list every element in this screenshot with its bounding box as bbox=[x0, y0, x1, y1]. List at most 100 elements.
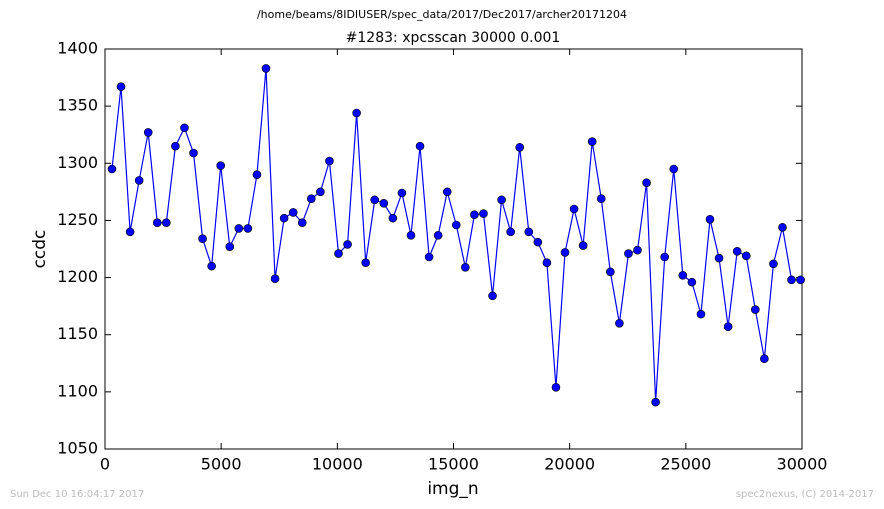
data-point bbox=[370, 195, 380, 205]
data-point bbox=[787, 275, 796, 285]
x-tick-label: 10000 bbox=[312, 455, 363, 474]
y-tick-label: 1050 bbox=[57, 439, 98, 458]
data-point bbox=[778, 222, 787, 232]
data-point bbox=[461, 262, 470, 272]
data-point bbox=[198, 234, 207, 244]
x-tick-label: 30000 bbox=[777, 455, 828, 474]
data-point bbox=[596, 194, 606, 204]
data-point bbox=[288, 208, 298, 217]
data-point bbox=[334, 249, 343, 258]
data-point bbox=[297, 218, 307, 228]
y-axis-label: ccdc bbox=[30, 230, 50, 269]
data-point bbox=[751, 305, 760, 314]
data-point bbox=[397, 188, 407, 198]
y-tick-label: 1250 bbox=[57, 210, 98, 229]
data-point bbox=[107, 164, 117, 174]
x-tick-label: 25000 bbox=[660, 455, 711, 474]
x-tick-label: 15000 bbox=[428, 455, 479, 474]
data-point bbox=[352, 108, 361, 118]
data-point bbox=[606, 267, 615, 277]
data-point bbox=[560, 248, 570, 257]
data-point bbox=[624, 249, 633, 258]
data-point bbox=[732, 246, 742, 256]
data-point bbox=[479, 209, 488, 218]
data-point bbox=[470, 210, 479, 220]
data-point bbox=[316, 187, 325, 197]
data-point bbox=[615, 318, 624, 328]
y-tick-label: 1350 bbox=[57, 96, 98, 115]
data-point bbox=[587, 137, 597, 146]
data-point bbox=[225, 242, 235, 252]
data-point bbox=[424, 252, 434, 262]
chart-title: #1283: xpcsscan 30000 0.001 bbox=[346, 30, 561, 46]
data-point bbox=[379, 198, 389, 208]
data-point bbox=[307, 194, 316, 204]
data-point bbox=[515, 142, 525, 152]
data-point bbox=[796, 275, 805, 285]
data-point bbox=[705, 214, 715, 224]
data-point bbox=[325, 156, 334, 166]
data-point bbox=[162, 218, 171, 228]
data-point bbox=[261, 64, 271, 73]
data-point bbox=[497, 195, 506, 205]
data-point bbox=[361, 258, 370, 268]
data-point bbox=[406, 230, 416, 240]
data-point bbox=[633, 245, 642, 255]
data-point bbox=[669, 164, 679, 174]
x-tick-label: 20000 bbox=[544, 455, 595, 474]
data-point bbox=[189, 148, 198, 158]
data-point bbox=[180, 123, 189, 133]
data-point bbox=[343, 240, 352, 249]
data-point bbox=[388, 213, 398, 223]
data-point bbox=[243, 224, 253, 233]
data-point bbox=[488, 291, 497, 301]
data-point bbox=[741, 251, 751, 261]
plot-frame bbox=[104, 48, 803, 450]
data-point bbox=[125, 227, 135, 237]
x-tick-label: 0 bbox=[100, 455, 110, 474]
data-point bbox=[279, 213, 289, 223]
data-point bbox=[769, 259, 778, 269]
data-point bbox=[216, 161, 226, 170]
suptitle: /home/beams/8IDIUSER/spec_data/2017/Dec2… bbox=[257, 8, 627, 21]
data-point bbox=[714, 253, 724, 263]
data-point bbox=[415, 141, 425, 151]
data-point bbox=[234, 224, 244, 233]
x-tick-label: 5000 bbox=[201, 455, 242, 474]
y-tick-label: 1100 bbox=[57, 381, 98, 400]
data-point bbox=[760, 354, 769, 364]
footer-left: Sun Dec 10 16:04:17 2017 bbox=[10, 489, 144, 500]
data-point bbox=[171, 141, 180, 151]
data-point bbox=[660, 252, 669, 262]
data-point bbox=[506, 227, 515, 237]
y-tick-label: 1200 bbox=[57, 267, 98, 286]
data-point bbox=[116, 82, 126, 92]
data-point bbox=[442, 187, 452, 197]
y-tick-label: 1150 bbox=[57, 324, 98, 343]
y-tick-label: 1400 bbox=[57, 39, 98, 58]
data-point bbox=[152, 218, 162, 228]
data-point bbox=[578, 241, 588, 250]
data-point bbox=[542, 258, 552, 268]
data-point bbox=[678, 270, 688, 280]
data-point bbox=[270, 274, 280, 284]
y-tick-label: 1300 bbox=[57, 153, 98, 172]
data-point bbox=[569, 204, 579, 214]
data-point bbox=[533, 237, 543, 247]
x-axis-label: img_n bbox=[427, 479, 478, 499]
data-point bbox=[651, 397, 660, 407]
data-point bbox=[252, 170, 262, 180]
data-point bbox=[207, 261, 216, 271]
data-point bbox=[687, 277, 697, 287]
series-line bbox=[111, 68, 801, 403]
data-point bbox=[134, 176, 144, 185]
footer-right: spec2nexus, (C) 2014-2017 bbox=[736, 489, 874, 500]
data-point bbox=[642, 178, 651, 188]
data-point bbox=[433, 230, 443, 240]
data-point bbox=[451, 220, 461, 230]
data-point bbox=[524, 227, 534, 237]
data-point bbox=[696, 309, 706, 319]
data-point bbox=[143, 128, 153, 137]
data-point bbox=[551, 382, 561, 392]
